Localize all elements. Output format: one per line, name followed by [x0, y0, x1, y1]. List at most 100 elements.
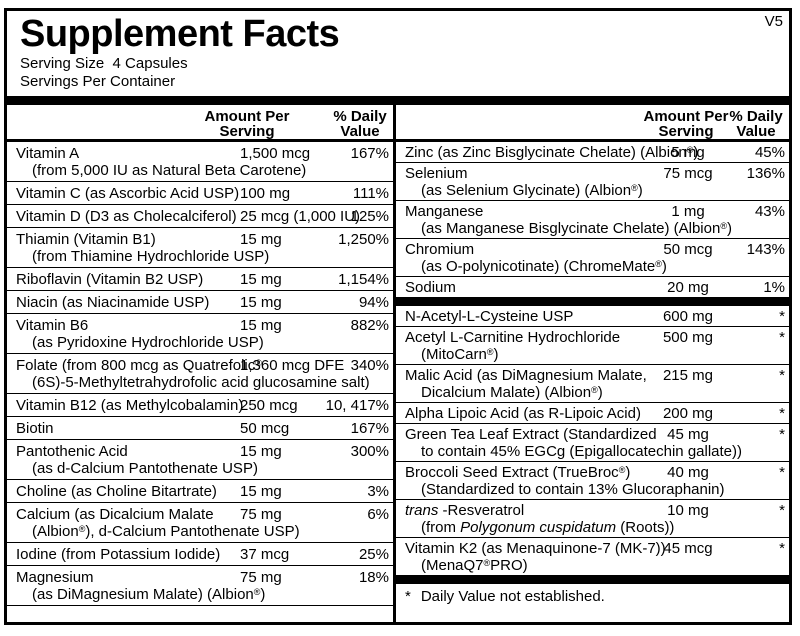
- nutrient-name: Vitamin B6: [16, 317, 89, 334]
- nutrient-amount: 5 mg: [671, 144, 705, 161]
- nutrient-row: Biotin 50 mcg 167%: [7, 416, 393, 439]
- amount-header-line2: Serving: [219, 123, 275, 140]
- nutrient-name: Vitamin A: [16, 145, 80, 162]
- nutrient-dv: 1,154%: [338, 271, 389, 288]
- nutrient-subtext: (as Selenium Glycinate) (Albion®): [421, 182, 643, 199]
- thick-divider-bar: [7, 96, 789, 105]
- dv-header-line1: % Daily: [333, 108, 387, 125]
- nutrient-subtext: to contain 45% EGCg (Epigallocatechin ga…: [421, 443, 743, 460]
- nutrient-subtext: (Standardized to contain 13% Glucoraphan…: [421, 481, 725, 498]
- nutrient-amount: 600 mg: [662, 308, 714, 325]
- page-title: Supplement Facts: [20, 13, 340, 55]
- dv-header-line2: Value: [736, 123, 776, 140]
- nutrient-name-italic: trans: [405, 502, 439, 519]
- nutrient-dv: *: [779, 464, 785, 481]
- nutrient-name: Vitamin C (as Ascorbic Acid USP): [16, 185, 240, 202]
- nutrient-row: Acetyl L-Carnitine Hydrochloride 500 mg …: [396, 326, 789, 364]
- nutrient-amount: 45 mg: [667, 426, 709, 443]
- nutrient-name: Sodium: [405, 279, 456, 296]
- nutrient-amount: 75 mg: [240, 569, 282, 586]
- nutrient-dv: 1,250%: [338, 231, 389, 248]
- right-column: Amount Per Serving % Daily Value Zinc (a…: [396, 105, 789, 622]
- nutrient-dv: 300%: [350, 443, 389, 460]
- nutrient-dv: 111%: [352, 185, 389, 202]
- nutrient-row: Chromium 50 mcg 143% (as O-polynicotinat…: [396, 238, 789, 276]
- nutrient-amount: 45 mcg: [663, 540, 713, 557]
- nutrient-dv: 882%: [350, 317, 389, 334]
- nutrient-subtext: (from 5,000 IU as Natural Beta Carotene): [32, 162, 307, 179]
- nutrient-name: Riboflavin (Vitamin B2 USP): [16, 271, 204, 288]
- daily-value-footnote: * Daily Value not established.: [396, 584, 789, 607]
- nutrient-dv: 94%: [358, 294, 389, 311]
- nutrient-amount: 25 mcg (1,000 IU): [240, 208, 361, 225]
- nutrient-name: Magnesium: [16, 569, 94, 586]
- nutrient-subtext: (Albion®), d-Calcium Pantothenate USP): [32, 523, 300, 540]
- nutrient-name: Manganese: [405, 203, 484, 220]
- nutrient-amount: 250 mcg: [240, 397, 298, 414]
- servings-per-container-line: Servings Per Container: [20, 73, 176, 90]
- nutrient-dv: 18%: [358, 569, 389, 586]
- nutrient-amount: 37 mcg: [240, 546, 290, 563]
- nutrient-name: Zinc (as Zinc Bisglycinate Chelate) (Alb…: [405, 144, 699, 161]
- right-column-header: Amount Per Serving % Daily Value: [396, 105, 789, 139]
- nutrient-name: N-Acetyl-L-Cysteine USP: [405, 308, 574, 325]
- nutrient-amount: 15 mg: [240, 231, 282, 248]
- left-column: Amount Per Serving % Daily Value Vitamin…: [7, 105, 393, 622]
- nutrient-dv: *: [779, 308, 785, 325]
- header-rule: [396, 139, 789, 142]
- nutrient-amount: 215 mg: [662, 367, 714, 384]
- nutrient-row-trans-resveratrol: trans -Resveratrol 10 mg * (from Polygon…: [396, 499, 789, 537]
- nutrient-row: Folate (from 800 mcg as Quatrefolic® 1,3…: [7, 353, 393, 393]
- nutrient-name: Thiamin (Vitamin B1): [16, 231, 156, 248]
- nutrient-amount: 500 mg: [662, 329, 714, 346]
- amount-header-line1: Amount Per: [643, 108, 729, 125]
- nutrient-amount: 100 mg: [240, 185, 291, 202]
- nutrient-dv: 167%: [350, 420, 389, 437]
- nutrient-name: Biotin: [16, 420, 54, 437]
- nutrient-amount: 15 mg: [240, 483, 282, 500]
- footnote-text: Daily Value not established.: [420, 588, 605, 605]
- amount-header-line1: Amount Per: [204, 108, 290, 125]
- nutrient-row: Broccoli Seed Extract (TrueBroc®) 40 mg …: [396, 461, 789, 499]
- nutrient-subtext: (as Manganese Bisglycinate Chelate) (Alb…: [421, 220, 732, 237]
- nutrient-dv: 143%: [746, 241, 785, 258]
- nutrient-row: Vitamin B12 (as Methylcobalamin) 250 mcg…: [7, 393, 393, 416]
- nutrient-amount: 20 mg: [667, 279, 709, 296]
- nutrient-name: Calcium (as Dicalcium Malate: [16, 506, 214, 523]
- nutrient-dv: *: [779, 405, 785, 422]
- nutrient-subtext: (from Thiamine Hydrochloride USP): [32, 248, 270, 265]
- nutrient-name: Green Tea Leaf Extract (Standardized: [405, 426, 657, 443]
- nutrient-row: Vitamin K2 (as Menaquinone-7 (MK-7)) 45 …: [396, 537, 789, 575]
- nutrient-name: Alpha Lipoic Acid (as R-Lipoic Acid): [405, 405, 641, 422]
- nutrient-dv: 167%: [350, 145, 389, 162]
- nutrient-amount: 75 mg: [240, 506, 282, 523]
- amount-per-serving-header: Amount Per Serving: [172, 109, 322, 139]
- nutrient-amount: 200 mg: [662, 405, 714, 422]
- amount-header-line2: Serving: [658, 123, 714, 140]
- nutrient-row: Niacin (as Niacinamide USP) 15 mg 94%: [7, 290, 393, 313]
- dv-header-line1: % Daily: [729, 108, 783, 125]
- right-other-rows: N-Acetyl-L-Cysteine USP 600 mg * Acetyl …: [396, 306, 789, 575]
- nutrient-row: Zinc (as Zinc Bisglycinate Chelate) (Alb…: [396, 142, 789, 162]
- serving-size-line: Serving Size 4 Capsules: [20, 55, 188, 72]
- nutrient-name-rest: -Resveratrol: [438, 502, 525, 519]
- nutrient-name: Chromium: [405, 241, 475, 258]
- nutrient-subtext: (6S)-5-Methyltetrahydrofolic acid glucos…: [32, 374, 370, 391]
- nutrient-subtext: (MenaQ7®PRO): [421, 557, 528, 574]
- nutrient-subtext: (from Polygonum cuspidatum (Roots)): [405, 519, 674, 536]
- right-mineral-rows: Zinc (as Zinc Bisglycinate Chelate) (Alb…: [396, 142, 789, 297]
- nutrient-row: Pantothenic Acid 15 mg 300% (as d-Calciu…: [7, 439, 393, 479]
- nutrient-amount: 15 mg: [240, 294, 282, 311]
- section-divider-bar: [396, 575, 789, 584]
- nutrient-row: Manganese 1 mg 43% (as Manganese Bisglyc…: [396, 200, 789, 238]
- nutrient-row: Vitamin D (D3 as Cholecalciferol) 25 mcg…: [7, 204, 393, 227]
- nutrient-row: Calcium (as Dicalcium Malate 75 mg 6% (A…: [7, 502, 393, 542]
- nutrient-dv: *: [779, 502, 785, 519]
- nutrient-dv: 125%: [350, 208, 389, 225]
- nutrient-dv: 43%: [754, 203, 785, 220]
- nutrient-row: Iodine (from Potassium Iodide) 37 mcg 25…: [7, 542, 393, 565]
- nutrient-name: Vitamin B12 (as Methylcobalamin): [16, 397, 244, 414]
- nutrient-name: Selenium: [405, 165, 468, 182]
- nutrient-dv: 340%: [350, 357, 389, 374]
- nutrient-row: Thiamin (Vitamin B1) 15 mg 1,250% (from …: [7, 227, 393, 267]
